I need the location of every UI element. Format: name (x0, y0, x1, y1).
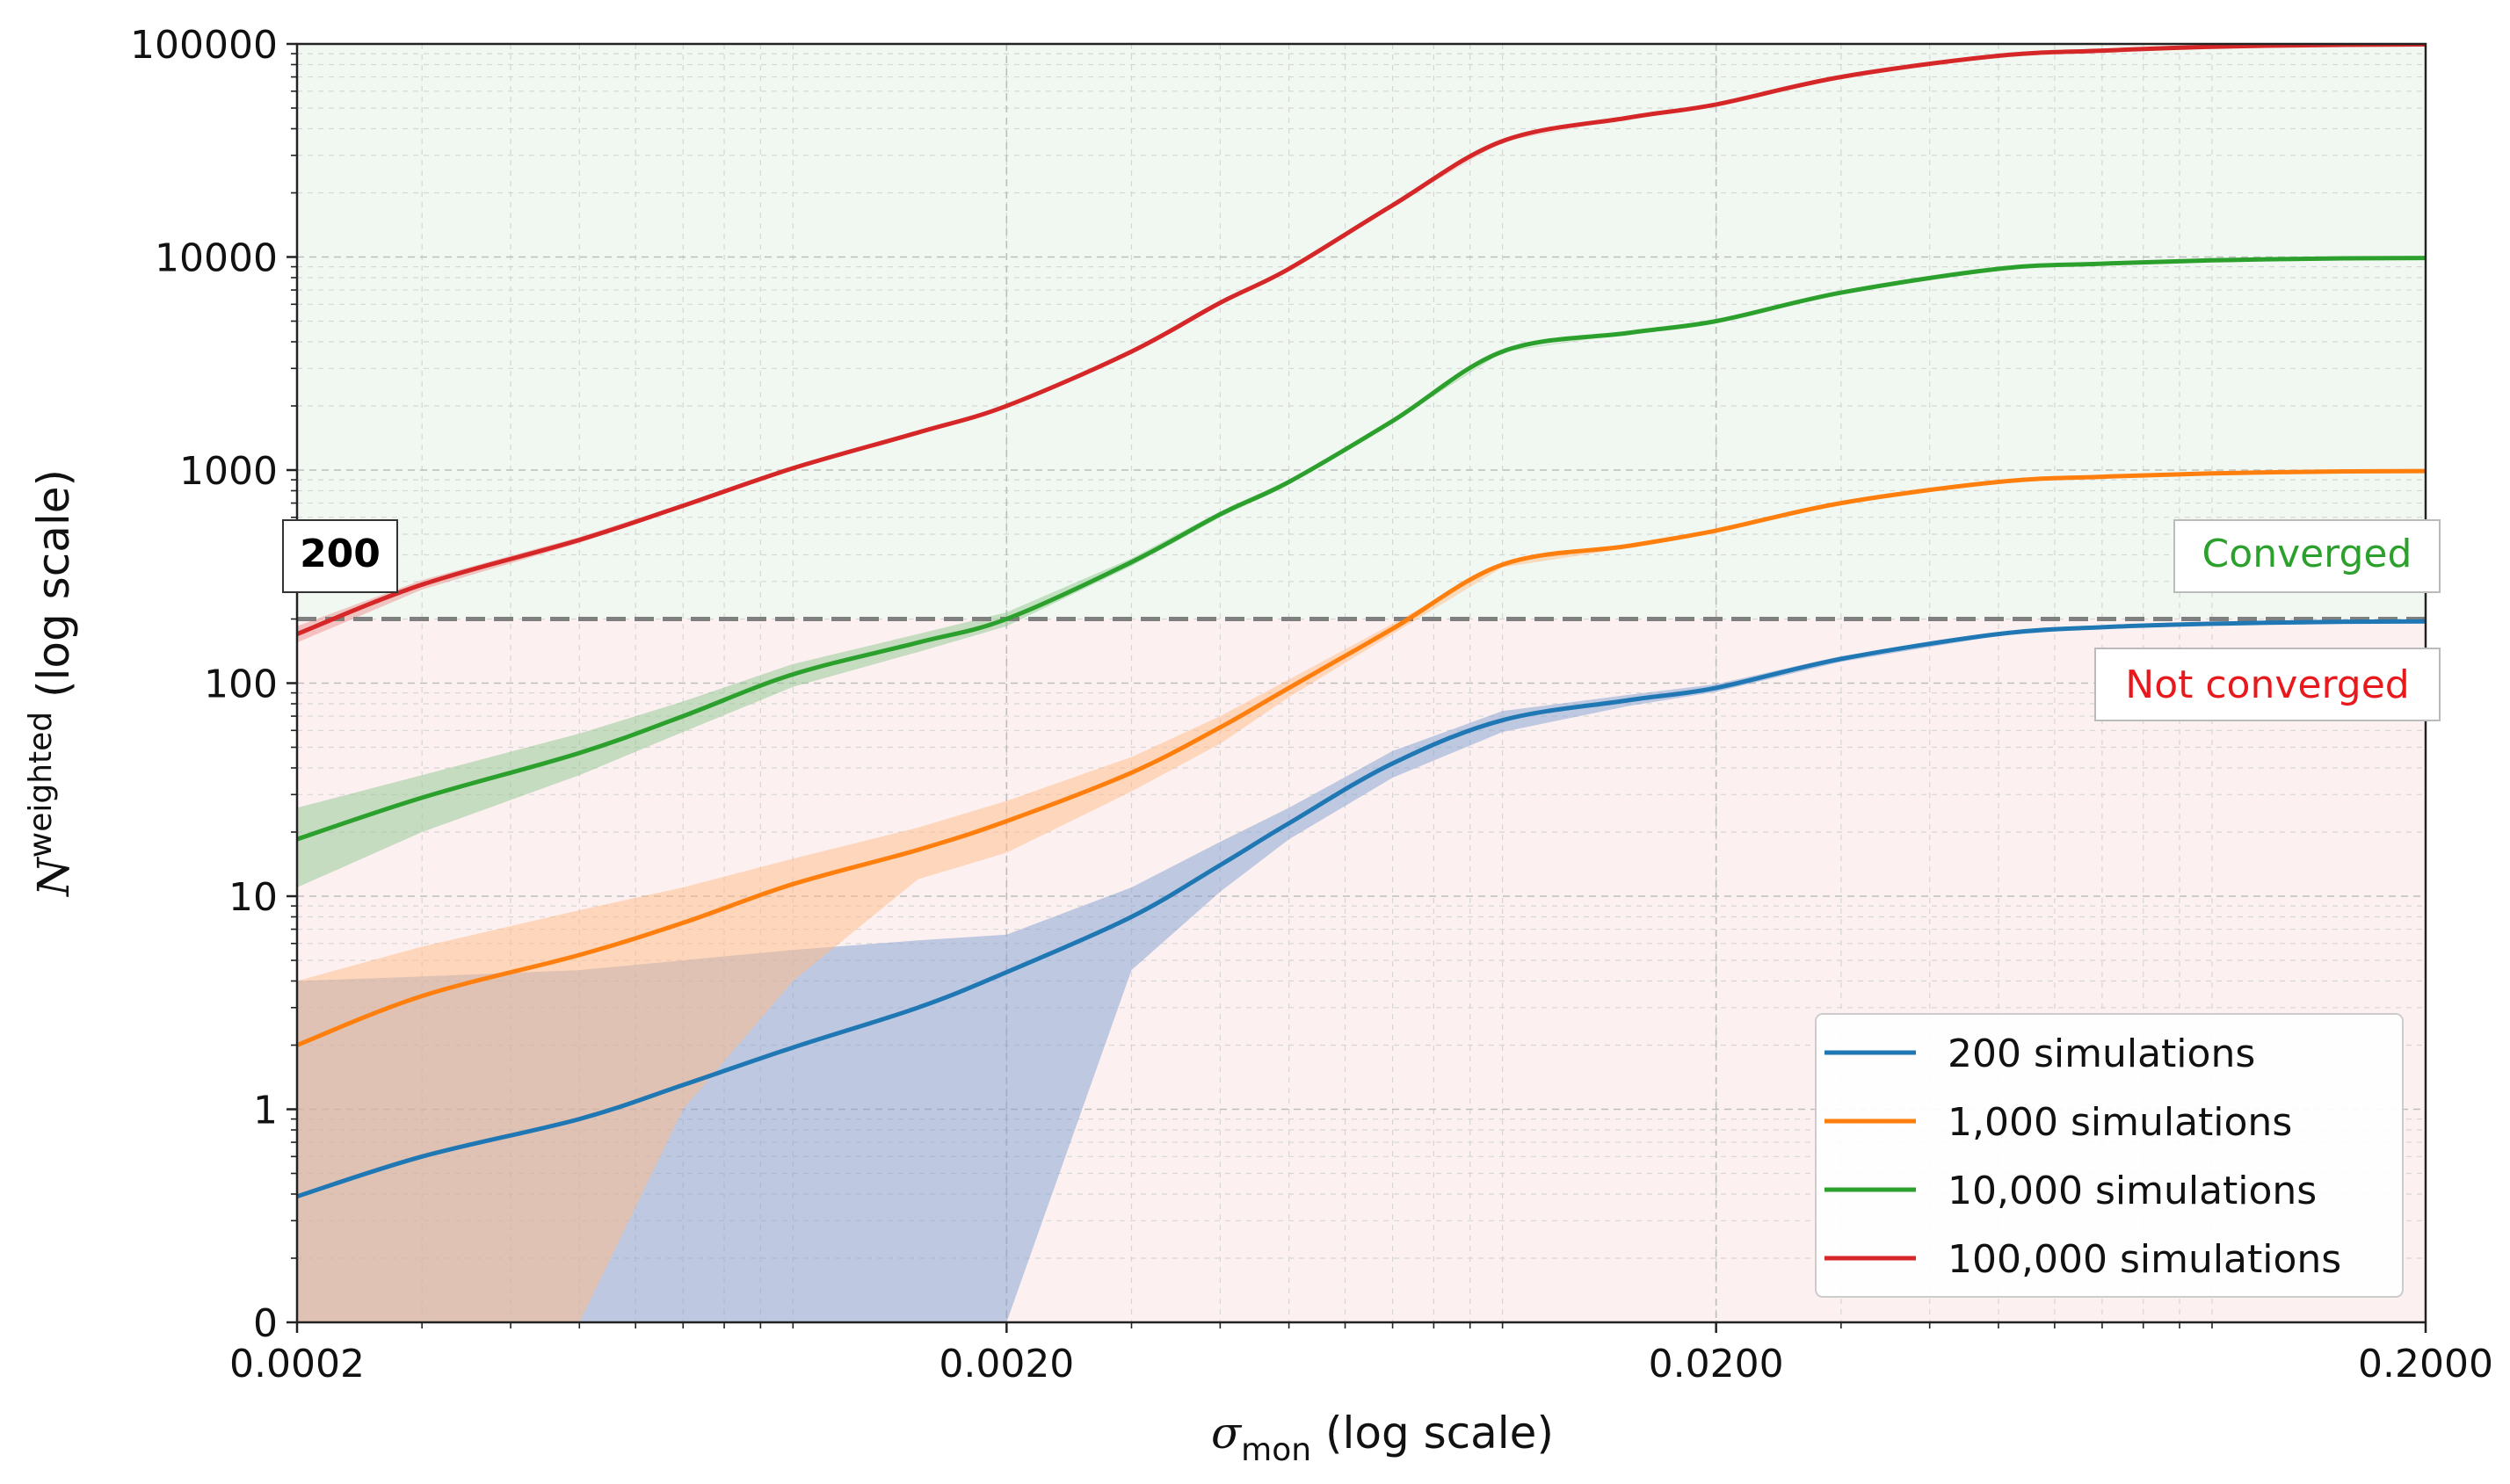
y-tick-label: 100 (204, 662, 278, 707)
y-tick-label: 1 (253, 1089, 278, 1133)
x-tick-label: 0.0020 (939, 1342, 1074, 1386)
legend-entry: 200 simulations (1824, 1032, 2255, 1076)
converged-label-box: Converged (2173, 519, 2441, 593)
converged-region (297, 44, 2426, 619)
legend-label: 1,000 simulations (1948, 1100, 2292, 1145)
legend-label: 100,000 simulations (1948, 1237, 2341, 1282)
legend-entry: 10,000 simulations (1824, 1169, 2317, 1213)
y-tick-label: 10000 (155, 236, 278, 281)
y-tick-label: 0 (253, 1301, 278, 1346)
band-series-1 (297, 620, 2426, 1322)
x-tick-label: 0.2000 (2358, 1342, 2493, 1386)
series-lines (297, 44, 2426, 1199)
line-series-3 (297, 256, 2426, 842)
converged-label: Converged (2202, 532, 2412, 576)
x-axis-label: σmon (log scale) (1211, 1408, 1554, 1468)
legend: 200 simulations 1,000 simulations 10,000 s… (1815, 1013, 2404, 1298)
line-series-4 (297, 44, 2426, 636)
confidence-bands (297, 44, 2426, 1322)
x-tick-label: 0.0200 (1649, 1342, 1784, 1386)
y-axis-label: Nweighted (log scale) (23, 469, 79, 897)
threshold-label-box: 200 (282, 519, 398, 593)
line-series-1 (297, 619, 2426, 1199)
line-series-2 (297, 468, 2426, 1047)
x-tick-label: 0.0002 (229, 1342, 365, 1386)
ticks: 0 1 10 100 1000 10000 100000 0.0002 0.0020 0.0200… (130, 23, 2493, 1386)
y-tick-label: 10 (229, 875, 278, 920)
band-series-2 (297, 470, 2426, 1322)
legend-entry: 1,000 simulations (1824, 1100, 2292, 1145)
legend-label: 10,000 simulations (1948, 1169, 2317, 1213)
legend-entry: 100,000 simulations (1824, 1237, 2341, 1282)
legend-label: 200 simulations (1948, 1032, 2255, 1076)
y-tick-label: 1000 (179, 449, 278, 494)
not-converged-label: Not converged (2125, 662, 2409, 707)
not-converged-label-box: Not converged (2094, 648, 2441, 721)
threshold-label: 200 (300, 532, 381, 576)
y-tick-label: 100000 (130, 23, 278, 68)
